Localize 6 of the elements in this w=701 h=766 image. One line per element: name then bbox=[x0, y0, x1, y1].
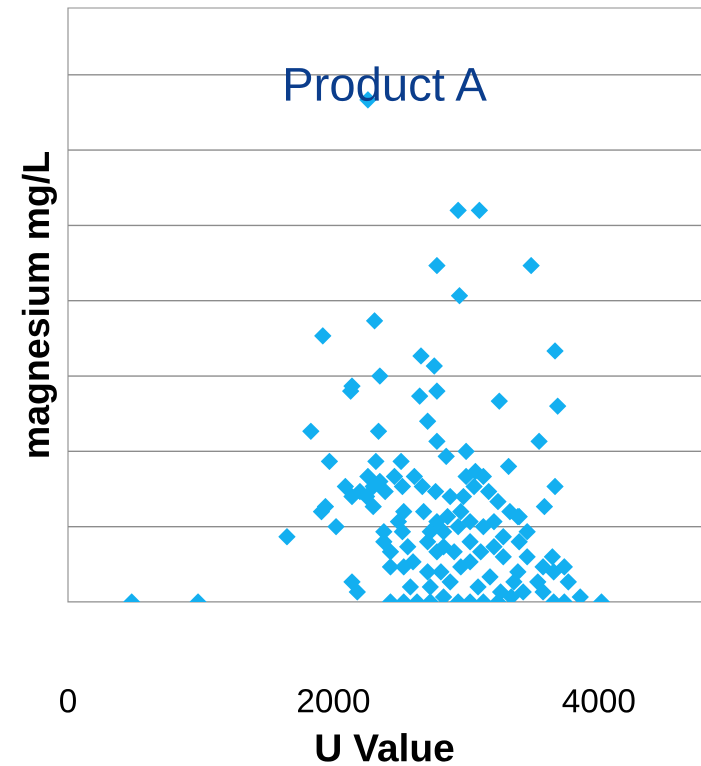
x-tick-label: 0 bbox=[60, 688, 76, 713]
y-axis-title: magnesium mg/L bbox=[22, 152, 57, 457]
x-axis-title: U Value bbox=[316, 733, 454, 762]
x-tick-label: 4000 bbox=[562, 688, 635, 713]
x-tick-label: 2000 bbox=[298, 688, 370, 713]
chart-title: Product A bbox=[286, 66, 487, 102]
